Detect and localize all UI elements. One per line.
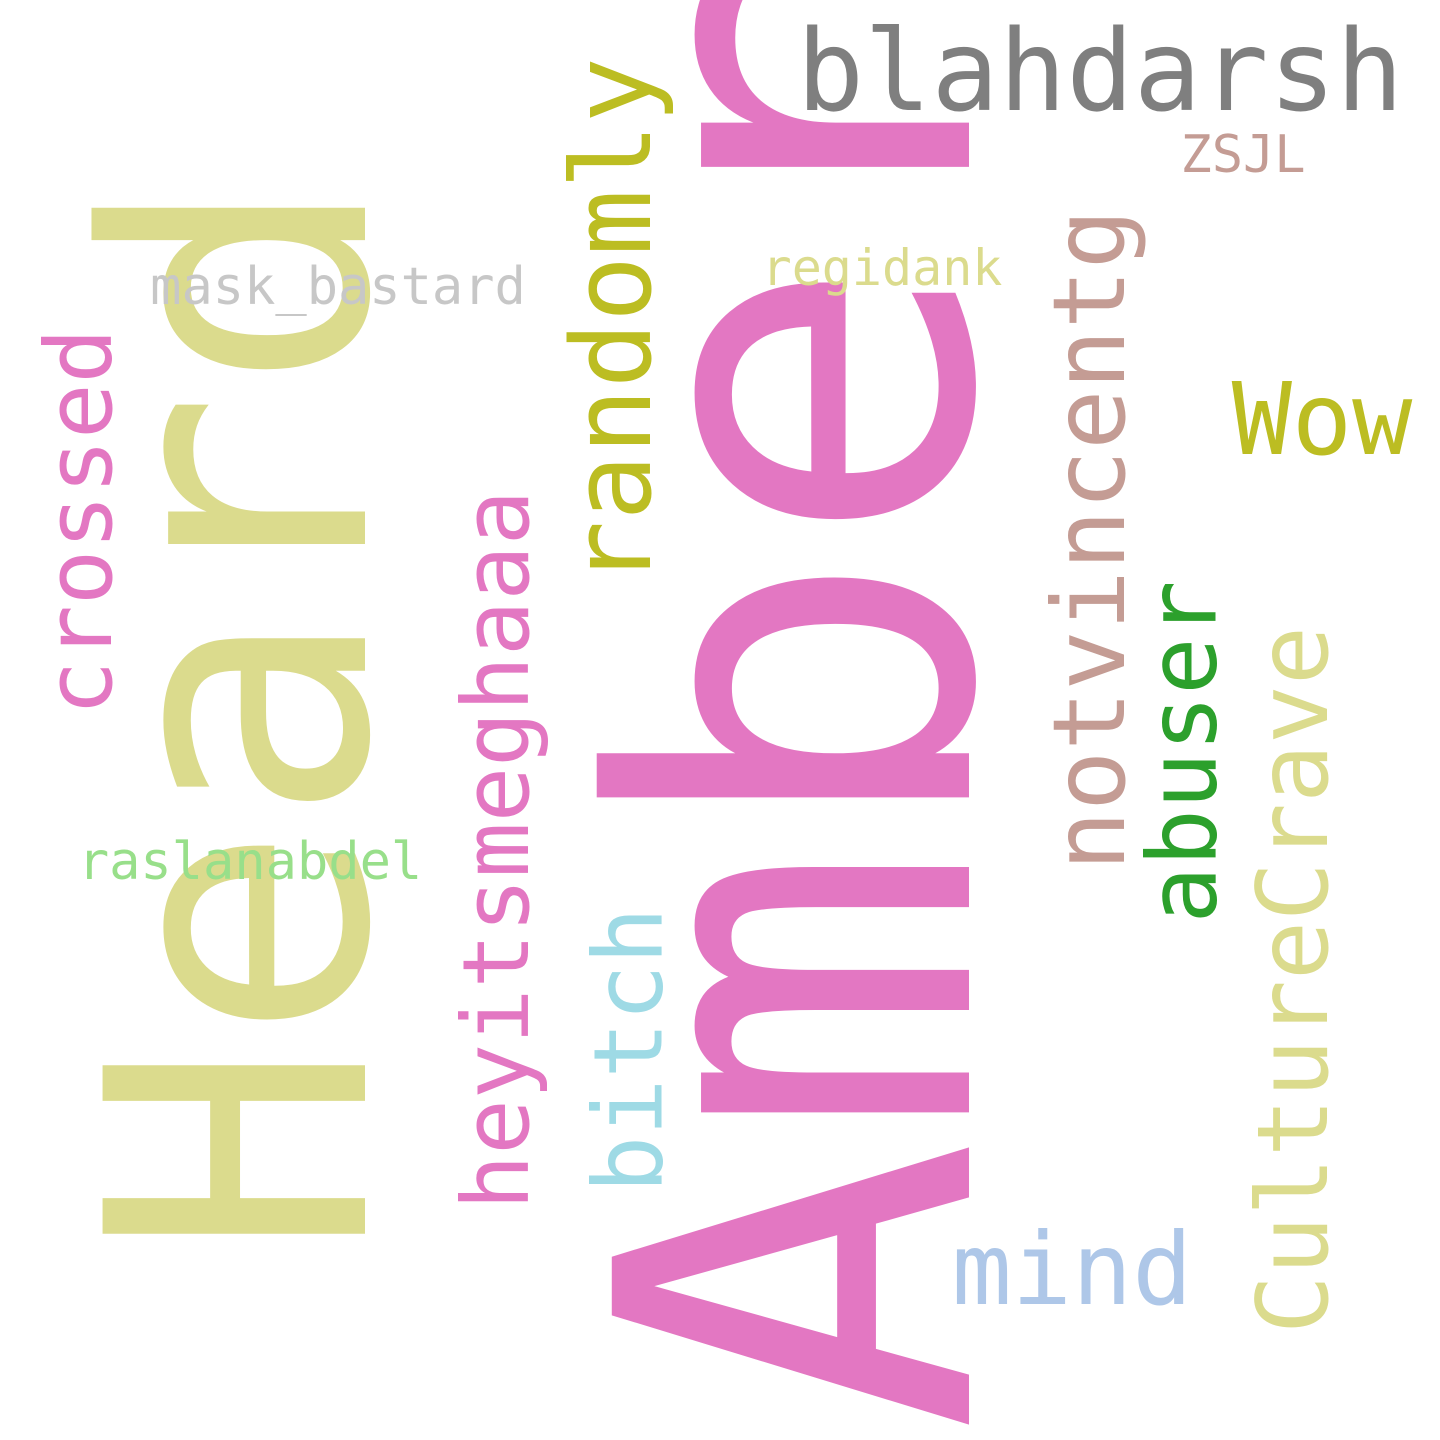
word-raslanabdel: raslanabdel xyxy=(77,832,423,892)
word-heyitsmeghaaa: heyitsmeghaaa xyxy=(443,489,550,1211)
word-crossed: crossed xyxy=(26,328,133,716)
word-bitch: bitch xyxy=(574,907,685,1193)
word-culturecrave: CultureCrave xyxy=(1237,625,1351,1335)
word-wow: Wow xyxy=(1231,361,1413,478)
word-randomly: randomly xyxy=(548,57,676,587)
word-mask-bastard: mask_bastard xyxy=(150,257,526,317)
word-blahdarsh: blahdarsh xyxy=(796,7,1404,137)
word-notvincentg: notvincentg xyxy=(1031,208,1148,872)
word-abuser: abuser xyxy=(1128,580,1239,924)
word-regidank: regidank xyxy=(761,239,1003,297)
word-mind: mind xyxy=(951,1211,1193,1328)
word-zsjl: ZSJL xyxy=(1180,125,1306,185)
